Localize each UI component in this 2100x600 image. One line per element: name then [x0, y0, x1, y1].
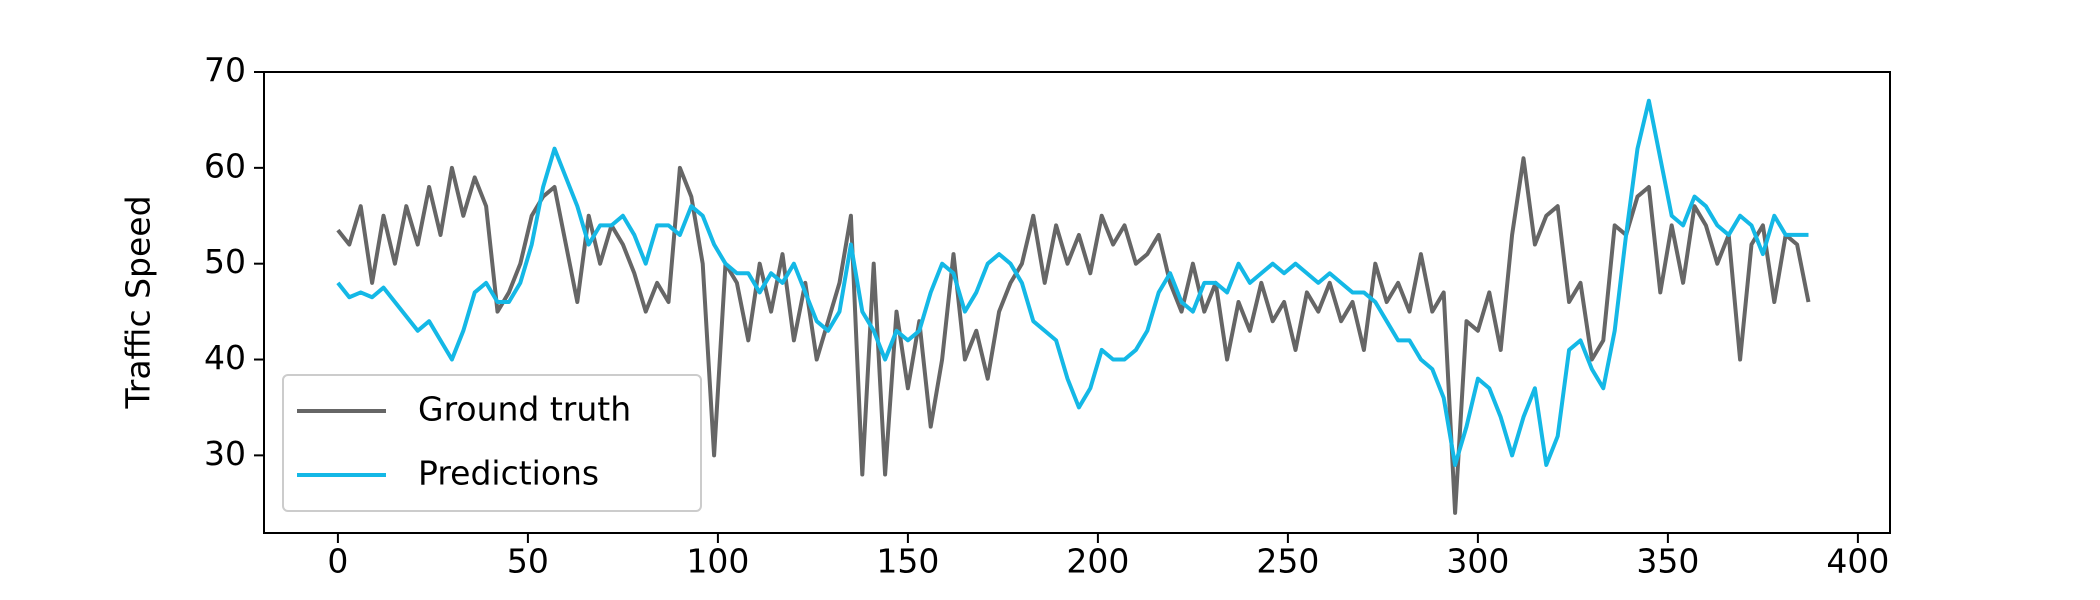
y-tick-label: 50 — [204, 242, 246, 281]
y-tick-label: 70 — [204, 51, 246, 90]
x-tick-label: 150 — [876, 542, 939, 581]
x-tick-label: 400 — [1826, 542, 1889, 581]
x-tick-label: 0 — [327, 542, 348, 581]
x-tick-label: 250 — [1256, 542, 1319, 581]
plot-frame — [263, 71, 1891, 534]
y-tick-label: 60 — [204, 146, 246, 185]
y-tick-label: 30 — [204, 434, 246, 473]
line-series — [336, 98, 1809, 467]
x-tick-label: 300 — [1446, 542, 1509, 581]
x-tick-label: 100 — [686, 542, 749, 581]
legend-box — [282, 374, 702, 512]
y-axis-label: Traffic Speed — [119, 195, 158, 409]
x-tick-label: 200 — [1066, 542, 1129, 581]
x-tick-label: 50 — [507, 542, 549, 581]
legend-label: Ground truth — [418, 390, 631, 429]
y-tick-label: 40 — [204, 338, 246, 377]
x-tick-label: 350 — [1636, 542, 1699, 581]
line-series — [336, 156, 1811, 515]
legend-label: Predictions — [418, 454, 599, 493]
